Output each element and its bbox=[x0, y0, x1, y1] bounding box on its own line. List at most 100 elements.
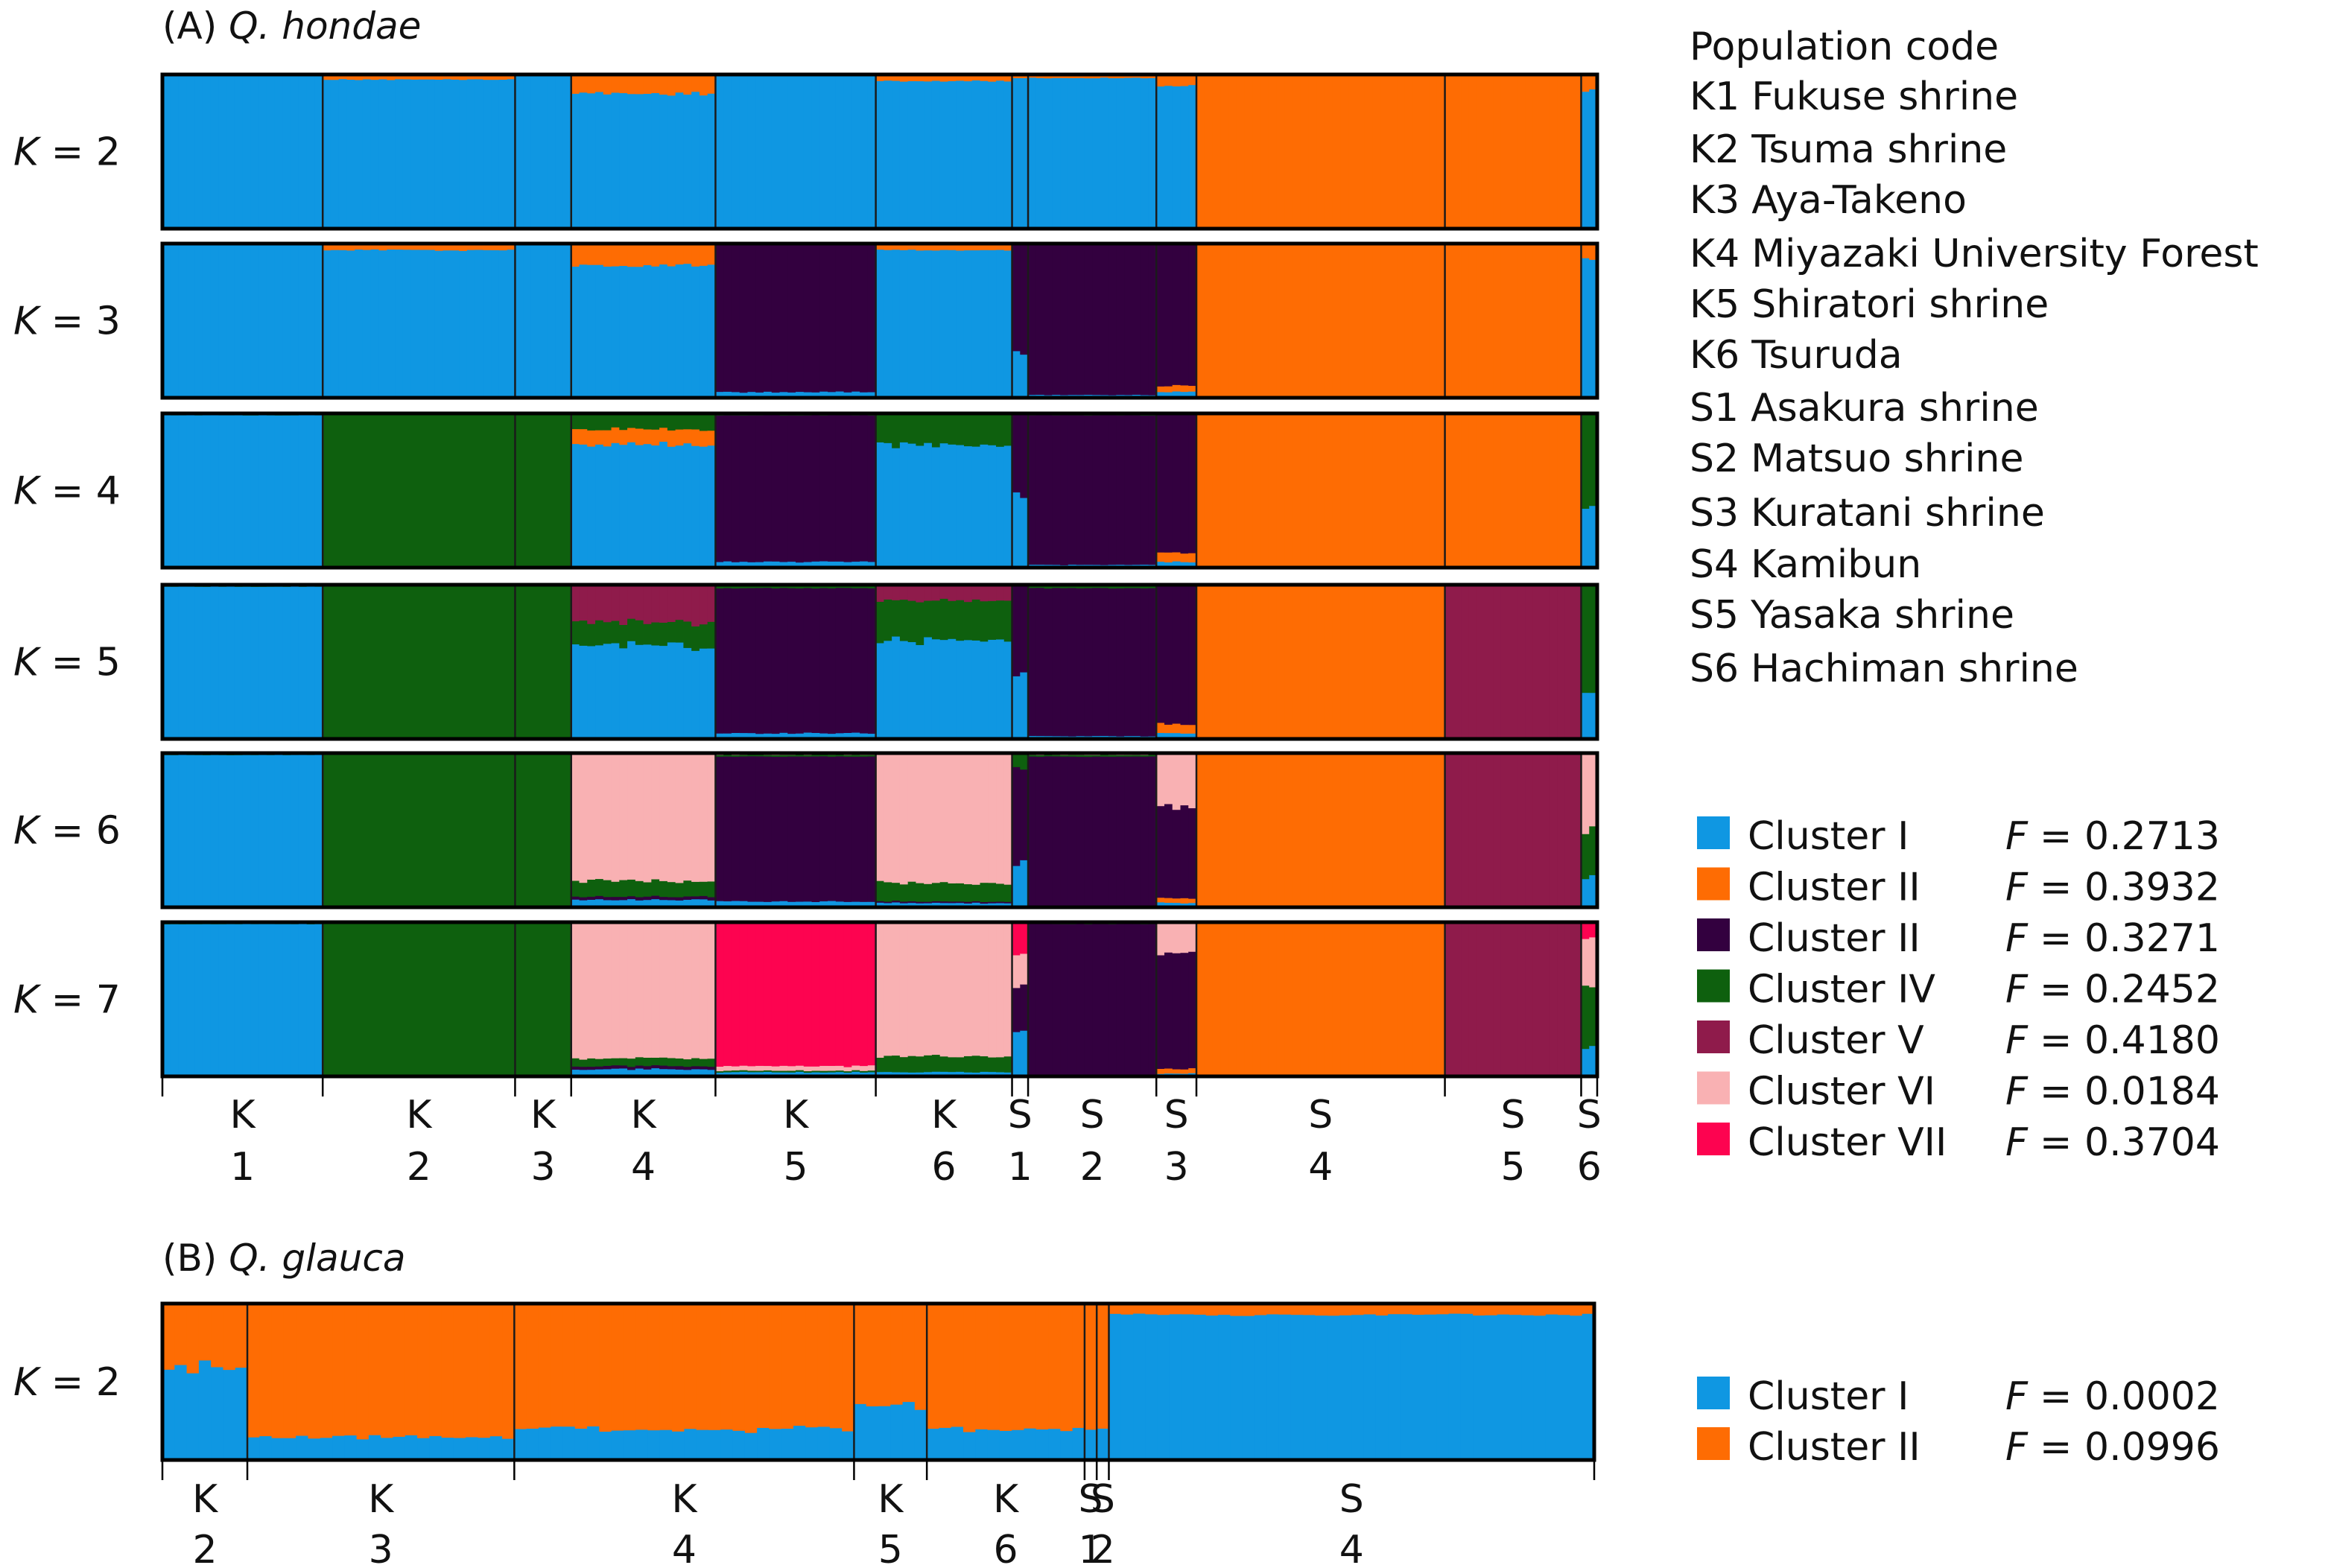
assignment-bar-k4 bbox=[781, 1428, 794, 1461]
assignment-bar-k1 bbox=[274, 74, 284, 229]
assignment-bar-k6 bbox=[963, 883, 973, 902]
assignment-bar-k6 bbox=[892, 900, 901, 903]
population-code: S1 bbox=[1690, 386, 1739, 431]
assignment-bar-k3 bbox=[547, 922, 556, 1077]
assignment-bar-k5 bbox=[851, 415, 860, 562]
assignment-bar-k4 bbox=[599, 1304, 612, 1432]
assignment-bar-k6 bbox=[939, 413, 949, 444]
assignment-bar-k6 bbox=[980, 1056, 989, 1072]
population-number: 2 bbox=[1080, 1145, 1105, 1190]
population-letter: K bbox=[783, 1093, 810, 1137]
assignment-bar-k4 bbox=[691, 244, 700, 267]
assignment-bar-k1 bbox=[226, 244, 235, 399]
assignment-bar-s2 bbox=[1084, 755, 1093, 758]
assignment-bar-k4 bbox=[579, 900, 589, 908]
assignment-bar-k1 bbox=[291, 924, 299, 1077]
assignment-bar-k1 bbox=[186, 74, 195, 229]
assignment-bar-s4 bbox=[1204, 585, 1214, 740]
assignment-bar-s4 bbox=[1412, 753, 1422, 908]
assignment-bar-k5 bbox=[739, 732, 749, 740]
assignment-bar-s4 bbox=[1308, 585, 1318, 740]
assignment-bar-k2 bbox=[378, 250, 388, 399]
assignment-bar-k5 bbox=[860, 1065, 869, 1071]
assignment-bar-s5 bbox=[1509, 74, 1518, 229]
assignment-bar-k4 bbox=[595, 1069, 604, 1077]
assignment-bar-s5 bbox=[1509, 753, 1518, 908]
assignment-bar-s4 bbox=[1357, 74, 1366, 229]
assignment-bar-k4 bbox=[699, 413, 708, 431]
assignment-bar-k6 bbox=[916, 1072, 924, 1077]
legend-f-value: F = 0.2713 bbox=[2005, 814, 2220, 859]
assignment-bar-k5 bbox=[787, 901, 796, 908]
assignment-bar-k4 bbox=[659, 264, 668, 399]
assignment-bar-k4 bbox=[696, 1304, 709, 1430]
assignment-bar-k5 bbox=[811, 588, 821, 733]
assignment-bar-s3 bbox=[1172, 753, 1182, 810]
assignment-bar-k4 bbox=[595, 413, 604, 431]
assignment-bar-k5 bbox=[771, 922, 781, 1067]
assignment-bar-k4 bbox=[599, 1431, 612, 1461]
population-letter: K bbox=[671, 1477, 698, 1522]
f-symbol: F bbox=[2005, 1018, 2029, 1063]
assignment-bar-k5 bbox=[747, 1065, 757, 1071]
assignment-bar-k5 bbox=[731, 732, 740, 740]
assignment-bar-s4 bbox=[1436, 74, 1446, 229]
assignment-bar-k6 bbox=[875, 601, 885, 644]
assignment-bar-s4 bbox=[1260, 413, 1269, 568]
assignment-bar-k1 bbox=[259, 586, 267, 740]
assignment-bar-k4 bbox=[635, 585, 644, 620]
assignment-bar-k5 bbox=[731, 244, 740, 393]
assignment-bar-k2 bbox=[387, 249, 396, 399]
assignment-bar-k4 bbox=[651, 413, 660, 430]
assignment-bar-k5 bbox=[843, 732, 853, 740]
assignment-bar-k4 bbox=[514, 1428, 527, 1461]
assignment-bar-k6 bbox=[939, 902, 949, 908]
assignment-bar-k5 bbox=[731, 585, 740, 589]
assignment-bar-k4 bbox=[627, 922, 636, 1059]
assignment-bar-s4 bbox=[1485, 1304, 1498, 1315]
assignment-bar-k4 bbox=[707, 896, 717, 901]
assignment-bar-k4 bbox=[675, 445, 685, 568]
assignment-bar-k5 bbox=[763, 244, 773, 392]
assignment-bar-k1 bbox=[250, 415, 259, 568]
legend-swatch bbox=[1697, 1071, 1730, 1105]
assignment-bar-s6 bbox=[1581, 74, 1590, 92]
assignment-bar-s6 bbox=[1589, 936, 1598, 988]
population-number: 3 bbox=[531, 1145, 556, 1190]
assignment-bar-k6 bbox=[980, 444, 989, 568]
assignment-bar-k1 bbox=[282, 244, 291, 399]
assignment-bar-k2 bbox=[483, 922, 492, 1076]
k-value: 2 bbox=[96, 1360, 121, 1405]
assignment-bar-k6 bbox=[980, 250, 989, 399]
assignment-bar-k6 bbox=[899, 244, 909, 250]
assignment-bar-s4 bbox=[1380, 244, 1390, 399]
assignment-bar-s5 bbox=[1517, 413, 1526, 568]
assignment-bar-k6 bbox=[899, 599, 909, 641]
assignment-bar-k2 bbox=[387, 753, 396, 907]
assignment-bar-k1 bbox=[291, 74, 299, 229]
assignment-bar-k5 bbox=[779, 587, 789, 733]
assignment-bar-s2 bbox=[1092, 923, 1101, 1076]
assignment-bar-s4 bbox=[1293, 585, 1301, 740]
assignment-bar-k6 bbox=[948, 902, 957, 908]
assignment-bar-s4 bbox=[1460, 1304, 1474, 1314]
assignment-bar-k6 bbox=[963, 585, 973, 603]
assignment-bar-k2 bbox=[378, 78, 388, 229]
assignment-bar-k6 bbox=[916, 80, 924, 229]
assignment-bar-k6 bbox=[971, 244, 981, 251]
k-equals: = bbox=[39, 978, 96, 1023]
assignment-bar-k6 bbox=[884, 902, 892, 908]
assignment-bar-k2 bbox=[419, 585, 428, 738]
assignment-bar-s4 bbox=[1236, 74, 1246, 229]
assignment-bar-s5 bbox=[1453, 244, 1462, 399]
assignment-bar-k5 bbox=[860, 732, 869, 740]
assignment-bar-s2 bbox=[1084, 415, 1093, 565]
assignment-bar-s4 bbox=[1244, 413, 1254, 568]
assignment-bar-k4 bbox=[651, 429, 660, 446]
assignment-bar-k6 bbox=[963, 244, 973, 251]
assignment-bar-k5 bbox=[747, 755, 757, 902]
assignment-bar-k1 bbox=[186, 414, 195, 568]
assignment-bar-k6 bbox=[1035, 1429, 1049, 1461]
assignment-bar-k5 bbox=[843, 392, 853, 399]
population-label-s5: S5 bbox=[1500, 1093, 1525, 1190]
